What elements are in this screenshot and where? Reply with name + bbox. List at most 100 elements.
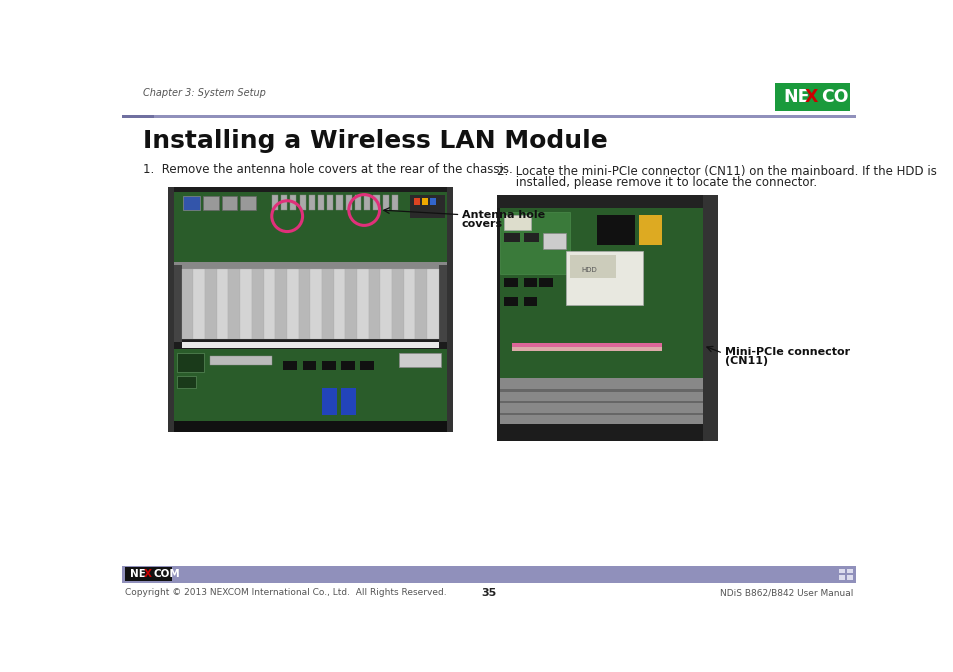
Bar — [274, 269, 287, 339]
Bar — [240, 269, 252, 339]
Text: NDiS B862/B842 User Manual: NDiS B862/B842 User Manual — [719, 588, 852, 597]
Bar — [512, 347, 661, 351]
Text: Installing a Wireless LAN Module: Installing a Wireless LAN Module — [143, 129, 607, 153]
Bar — [403, 269, 416, 339]
Bar — [203, 196, 218, 210]
Bar — [210, 355, 272, 365]
Text: Chapter 3: System Setup: Chapter 3: System Setup — [143, 88, 266, 98]
Bar — [846, 575, 852, 579]
Bar — [272, 195, 277, 210]
Bar — [369, 269, 380, 339]
Bar — [569, 255, 616, 278]
Bar — [504, 278, 517, 287]
Bar — [281, 195, 287, 210]
Bar — [410, 195, 444, 218]
Bar — [355, 195, 361, 210]
Bar — [121, 114, 153, 118]
Text: NE: NE — [130, 569, 146, 579]
Bar — [302, 361, 316, 370]
Text: Mini-PCIe connector: Mini-PCIe connector — [723, 347, 849, 357]
Bar — [438, 265, 446, 343]
Text: HDD: HDD — [580, 267, 597, 273]
Bar — [298, 269, 310, 339]
Bar — [221, 196, 237, 210]
Bar — [334, 269, 345, 339]
Bar — [414, 198, 420, 204]
Text: COM: COM — [153, 569, 180, 579]
Bar — [125, 567, 172, 581]
Bar — [168, 421, 453, 432]
Bar — [193, 269, 205, 339]
Bar — [512, 343, 661, 347]
Bar — [183, 196, 200, 210]
Bar — [504, 233, 519, 243]
Bar — [341, 361, 355, 370]
Bar — [427, 269, 438, 339]
Bar — [317, 195, 324, 210]
Text: (CN11): (CN11) — [723, 356, 767, 366]
Text: Copyright © 2013 NEXCOM International Co., Ltd.  All Rights Reserved.: Copyright © 2013 NEXCOM International Co… — [125, 588, 446, 597]
Bar — [327, 195, 333, 210]
Text: X: X — [144, 569, 152, 579]
Bar — [252, 269, 263, 339]
Bar — [177, 376, 196, 388]
Bar — [173, 265, 181, 343]
Bar — [500, 389, 702, 392]
Bar — [523, 278, 537, 287]
Bar — [310, 269, 321, 339]
Bar — [216, 269, 228, 339]
Bar — [240, 196, 255, 210]
Bar — [392, 269, 403, 339]
Bar — [523, 233, 538, 243]
Bar — [774, 83, 849, 111]
Bar — [596, 214, 635, 245]
Bar — [416, 269, 427, 339]
Bar — [290, 195, 296, 210]
Bar — [345, 195, 352, 210]
Bar — [497, 195, 718, 441]
Bar — [504, 214, 531, 230]
Bar — [173, 192, 446, 265]
Bar — [650, 214, 661, 245]
Bar — [446, 187, 453, 432]
Bar — [263, 269, 274, 339]
Bar — [702, 195, 718, 441]
Bar — [356, 269, 369, 339]
Text: covers: covers — [461, 219, 502, 229]
Bar — [345, 269, 356, 339]
Text: 1.  Remove the antenna hole covers at the rear of the chassis.: 1. Remove the antenna hole covers at the… — [143, 163, 513, 175]
Bar — [429, 198, 436, 204]
Bar — [360, 361, 374, 370]
Bar — [181, 269, 193, 339]
Bar — [500, 208, 702, 378]
Bar — [500, 212, 569, 274]
Bar — [565, 251, 642, 304]
Bar — [341, 388, 356, 415]
Bar — [542, 233, 565, 249]
Bar — [839, 569, 844, 573]
Bar — [846, 569, 852, 573]
Bar — [177, 353, 204, 372]
Text: NE: NE — [783, 88, 809, 106]
Bar — [168, 187, 453, 432]
Text: COM: COM — [820, 88, 864, 106]
Bar — [121, 566, 856, 583]
Text: 35: 35 — [481, 588, 496, 598]
Bar — [205, 269, 216, 339]
Text: installed, please remove it to locate the connector.: installed, please remove it to locate th… — [497, 176, 816, 189]
Bar — [373, 195, 379, 210]
Bar — [181, 341, 438, 348]
Bar — [336, 195, 342, 210]
Bar — [173, 349, 446, 425]
Bar — [121, 114, 856, 118]
Bar — [392, 195, 397, 210]
Bar — [173, 262, 446, 269]
Bar — [380, 269, 392, 339]
Bar — [287, 269, 298, 339]
Bar — [309, 195, 314, 210]
Text: X: X — [804, 88, 818, 106]
Text: Antenna hole: Antenna hole — [461, 210, 544, 220]
Bar — [321, 361, 335, 370]
Bar — [500, 378, 702, 424]
Bar — [321, 269, 334, 339]
